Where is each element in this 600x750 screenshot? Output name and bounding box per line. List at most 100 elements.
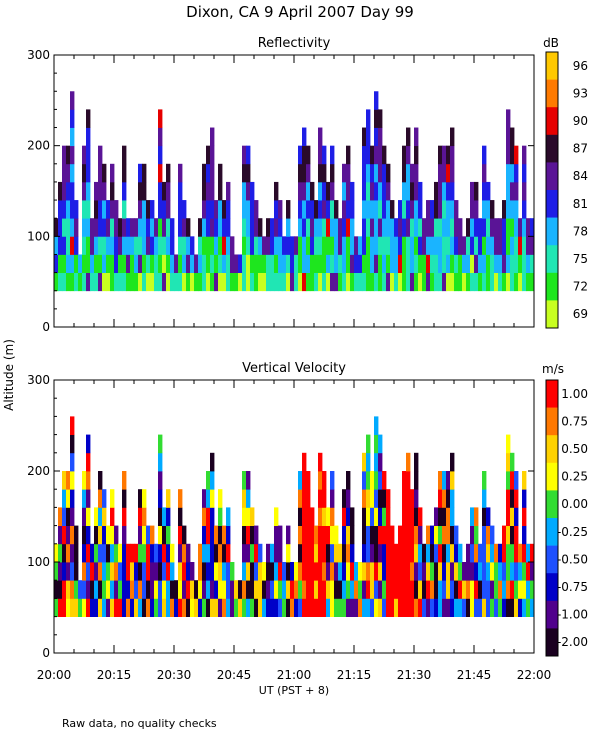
heatmap-cell — [226, 200, 231, 219]
heatmap-cell — [326, 181, 331, 201]
colorbar-swatch — [546, 545, 558, 574]
heatmap-cell — [334, 254, 339, 273]
heatmap-cell — [234, 254, 239, 273]
heatmap-cell — [350, 236, 355, 255]
heatmap-cell — [110, 489, 115, 508]
colorbar-swatch — [546, 79, 558, 108]
heatmap-cell — [378, 507, 383, 526]
heatmap-cell — [134, 272, 139, 292]
heatmap-cell — [318, 145, 323, 165]
heatmap-cell — [418, 598, 423, 617]
heatmap-cell — [346, 471, 351, 490]
heatmap-cell — [366, 163, 371, 183]
heatmap-cell — [246, 181, 251, 201]
heatmap-cell — [418, 218, 423, 237]
heatmap-cell — [490, 580, 495, 599]
heatmap-cell — [406, 562, 411, 581]
heatmap-cell — [210, 543, 215, 563]
heatmap-cell — [426, 272, 431, 292]
heatmap-cell — [154, 254, 159, 273]
colorbar-swatch — [546, 190, 558, 218]
heatmap-cell — [342, 598, 347, 617]
heatmap-cell — [202, 598, 207, 617]
heatmap-cell — [510, 452, 515, 472]
heatmap-cell — [374, 525, 379, 545]
heatmap-cell — [346, 580, 351, 599]
heatmap-cell — [242, 525, 247, 545]
heatmap-cell — [362, 580, 367, 599]
heatmap-cell — [442, 525, 447, 545]
heatmap-cell — [470, 236, 475, 255]
heatmap-cell — [422, 218, 427, 237]
heatmap-cell — [214, 525, 219, 545]
heatmap-cell — [514, 598, 519, 617]
heatmap-cell — [62, 580, 67, 599]
heatmap-cell — [514, 200, 519, 219]
heatmap-cell — [114, 200, 119, 219]
heatmap-cell — [274, 254, 279, 273]
heatmap-cell — [306, 163, 311, 183]
heatmap-cell — [194, 254, 199, 273]
heatmap-cell — [286, 562, 291, 581]
heatmap-cell — [510, 200, 515, 219]
heatmap-cell — [250, 218, 255, 237]
heatmap-cell — [450, 562, 455, 581]
heatmap-cell — [386, 254, 391, 273]
heatmap-cell — [346, 218, 351, 237]
heatmap-cell — [474, 254, 479, 273]
heatmap-cell — [410, 254, 415, 273]
heatmap-cell — [350, 507, 355, 526]
heatmap-cell — [426, 218, 431, 237]
heatmap-cell — [218, 272, 223, 292]
heatmap-cell — [126, 580, 131, 599]
heatmap-cell — [414, 543, 419, 563]
heatmap-cell — [482, 489, 487, 508]
heatmap-cell — [458, 236, 463, 255]
heatmap-cell — [490, 236, 495, 255]
heatmap-cell — [182, 236, 187, 255]
heatmap-cell — [386, 562, 391, 581]
heatmap-cell — [414, 127, 419, 147]
heatmap-cell — [378, 163, 383, 183]
heatmap-cell — [454, 598, 459, 617]
heatmap-cell — [306, 543, 311, 563]
heatmap-cell — [174, 598, 179, 617]
heatmap-cell — [362, 236, 367, 255]
heatmap-cell — [170, 236, 175, 255]
heatmap-cell — [110, 562, 115, 581]
heatmap-cell — [378, 200, 383, 219]
heatmap-cell — [374, 218, 379, 237]
heatmap-cell — [450, 236, 455, 255]
heatmap-cell — [514, 580, 519, 599]
heatmap-cell — [410, 181, 415, 201]
heatmap-cell — [238, 254, 243, 273]
heatmap-cell — [310, 598, 315, 617]
heatmap-cell — [338, 543, 343, 563]
heatmap-cell — [442, 236, 447, 255]
heatmap-cell — [186, 580, 191, 599]
heatmap-cell — [402, 200, 407, 219]
heatmap-cell — [214, 272, 219, 292]
heatmap-cell — [506, 145, 511, 165]
heatmap-cell — [74, 598, 79, 617]
heatmap-cell — [222, 580, 227, 599]
heatmap-cell — [98, 580, 103, 599]
heatmap-cell — [166, 543, 171, 563]
heatmap-cell — [306, 507, 311, 526]
heatmap-cell — [202, 562, 207, 581]
y-tick-label: 200 — [27, 464, 50, 478]
heatmap-cell — [398, 598, 403, 617]
heatmap-cell — [110, 181, 115, 201]
heatmap-cell — [366, 471, 371, 490]
heatmap-cell — [506, 181, 511, 201]
heatmap-cell — [402, 543, 407, 563]
heatmap-cell — [62, 145, 67, 165]
heatmap-cell — [126, 562, 131, 581]
heatmap-cell — [138, 236, 143, 255]
heatmap-cell — [218, 236, 223, 255]
heatmap-cell — [138, 489, 143, 508]
heatmap-cell — [314, 200, 319, 219]
heatmap-cell — [306, 580, 311, 599]
heatmap-cell — [102, 525, 107, 545]
